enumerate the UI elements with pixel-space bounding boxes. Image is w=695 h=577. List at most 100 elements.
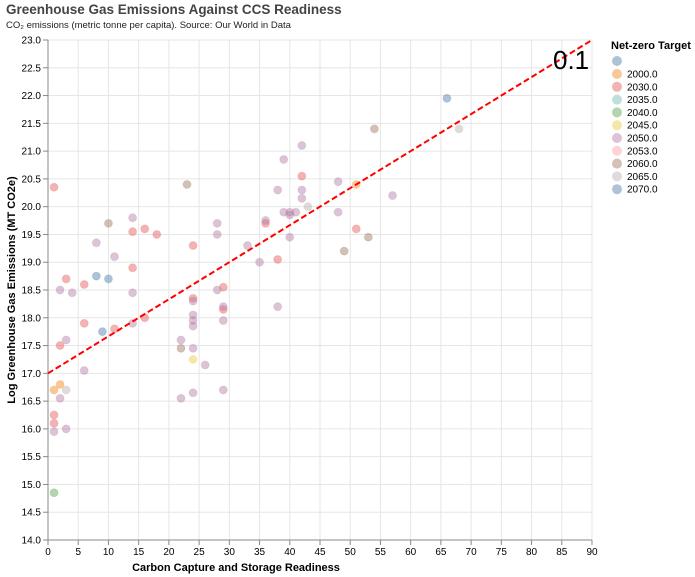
data-point — [218, 316, 228, 326]
data-point — [61, 385, 71, 395]
legend-title: Net-zero Target — [611, 40, 691, 52]
y-tick-label: 21.0 — [22, 147, 42, 158]
data-point — [297, 141, 307, 151]
data-point — [285, 210, 295, 220]
legend-swatch — [612, 94, 622, 105]
y-tick-label: 22.0 — [22, 91, 42, 102]
data-point — [188, 343, 198, 353]
data-point — [218, 385, 228, 395]
legend-swatch — [612, 171, 622, 182]
legend-swatch — [612, 56, 622, 66]
x-tick-label: 70 — [466, 547, 478, 558]
data-point — [140, 224, 150, 234]
data-point — [212, 285, 222, 295]
data-point — [61, 335, 71, 345]
data-point — [55, 393, 65, 403]
data-point — [55, 341, 65, 351]
legend-swatch — [612, 81, 622, 92]
chart-title: Greenhouse Gas Emissions Against CCS Rea… — [6, 2, 342, 17]
data-point — [79, 366, 89, 376]
data-point — [273, 302, 283, 312]
legend-swatch — [612, 145, 622, 156]
data-point — [176, 393, 186, 403]
legend-label: 2040.0 — [627, 108, 658, 119]
data-point — [128, 263, 138, 273]
data-point — [103, 218, 113, 228]
data-point — [279, 207, 289, 217]
data-point — [242, 241, 252, 251]
data-point — [285, 232, 295, 242]
x-tick-label: 90 — [586, 547, 598, 558]
y-tick-label: 20.0 — [22, 202, 42, 213]
y-tick-label: 19.5 — [22, 230, 42, 241]
y-tick-label: 15.0 — [22, 480, 42, 491]
data-point — [176, 343, 186, 353]
data-point — [212, 218, 222, 228]
data-point — [188, 296, 198, 306]
x-tick-label: 15 — [133, 547, 145, 558]
legend-label: 2035.0 — [627, 95, 658, 106]
data-point — [388, 191, 398, 201]
data-point — [176, 335, 186, 345]
y-tick-label: 16.0 — [22, 424, 42, 435]
data-point — [109, 324, 119, 334]
data-point — [291, 207, 301, 217]
data-point — [297, 171, 307, 181]
data-point — [188, 321, 198, 331]
data-point — [454, 124, 464, 134]
axes: 0 5 10 15 20 25 30 35 40 45 50 55 60 65 70 75 80 85 90 14.0… — [22, 36, 598, 559]
legend-swatch — [612, 158, 622, 169]
data-point — [200, 360, 210, 370]
x-tick-label: 75 — [496, 547, 508, 558]
data-point — [333, 177, 343, 187]
y-tick-label: 15.5 — [22, 452, 42, 463]
data-point — [351, 224, 361, 234]
data-point — [49, 427, 59, 437]
data-point — [188, 241, 198, 251]
data-point — [188, 388, 198, 398]
y-tick-label: 19.0 — [22, 258, 42, 269]
legend-swatch — [612, 133, 622, 143]
data-point — [333, 207, 343, 217]
x-tick-label: 55 — [375, 547, 387, 558]
data-point — [218, 282, 228, 292]
y-tick-label: 17.0 — [22, 369, 42, 380]
x-tick-label: 80 — [526, 547, 538, 558]
data-point — [55, 285, 65, 295]
x-tick-label: 25 — [194, 547, 206, 558]
data-point — [49, 488, 59, 498]
legend-label: 2070.0 — [627, 185, 658, 196]
data-point — [369, 124, 379, 134]
data-point — [339, 246, 349, 256]
legend-label: 2030.0 — [627, 82, 658, 93]
data-point — [97, 327, 107, 337]
data-point — [188, 316, 198, 326]
data-point — [49, 410, 59, 420]
data-point — [212, 229, 222, 239]
legend-swatch — [612, 69, 622, 79]
data-point — [128, 213, 138, 223]
y-tick-label: 16.5 — [22, 397, 42, 408]
x-tick-label: 45 — [314, 547, 326, 558]
data-point — [188, 310, 198, 320]
x-tick-label: 65 — [435, 547, 447, 558]
legend-label: 2000.0 — [627, 70, 658, 81]
x-tick-label: 40 — [284, 547, 296, 558]
legend-swatch — [612, 184, 622, 195]
data-point — [109, 252, 119, 262]
data-point — [188, 354, 198, 364]
data-point — [303, 202, 313, 212]
trendline — [47, 39, 593, 375]
x-tick-label: 85 — [556, 547, 568, 558]
data-point — [49, 182, 59, 192]
data-point — [49, 385, 59, 395]
data-point — [128, 227, 138, 237]
data-points — [49, 93, 464, 498]
data-point — [218, 304, 228, 314]
data-point — [49, 418, 59, 428]
x-tick-label: 10 — [103, 547, 115, 558]
legend-label: 2065.0 — [627, 172, 658, 183]
legend-label: 2053.0 — [627, 146, 658, 157]
